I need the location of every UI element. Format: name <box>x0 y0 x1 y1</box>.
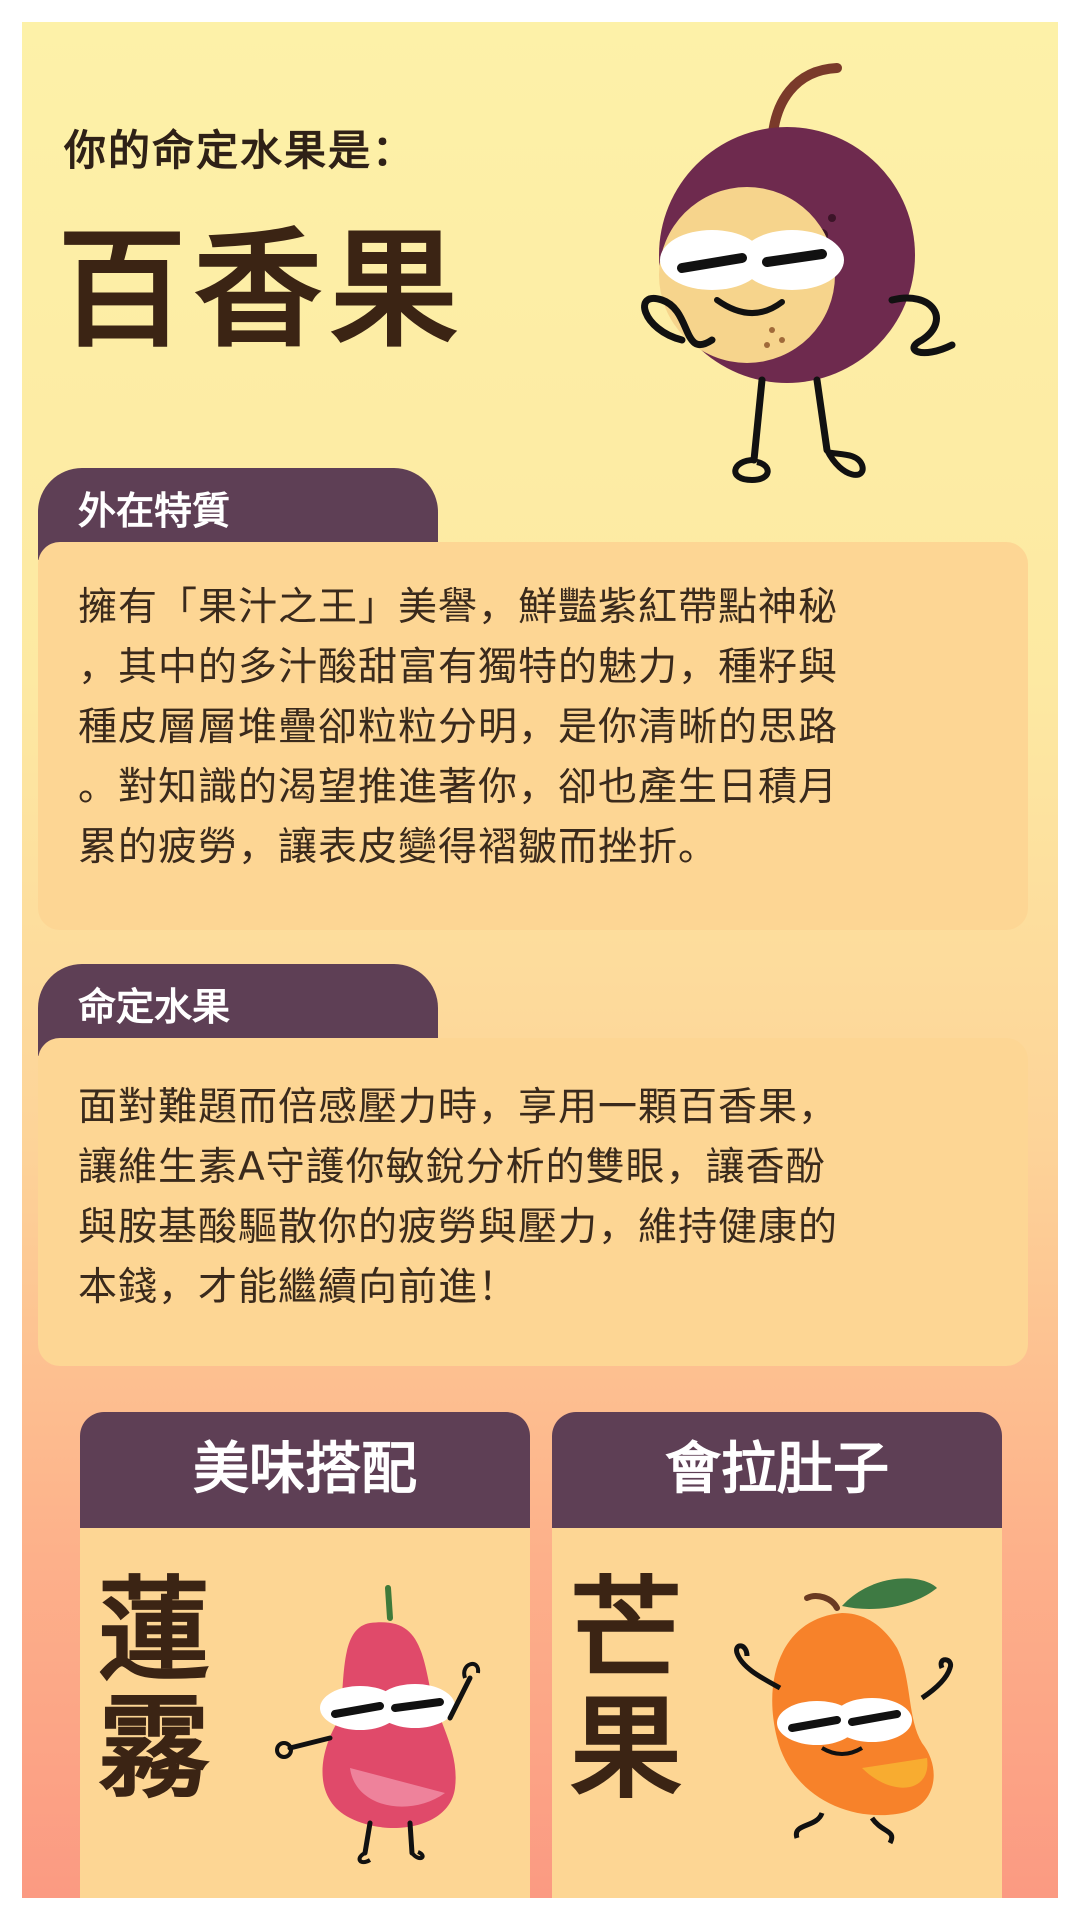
pairing-fruit-char: 蓮 <box>98 1566 210 1696</box>
traits-panel: 擁有「果汁之王」美譽，鮮豔紫紅帶點神秘 ，其中的多汁酸甜富有獨特的魅力，種籽與 … <box>38 542 1028 930</box>
pairing-fruit-name: 蓮 霧 <box>94 1572 214 1808</box>
pairing-box-header: 美味搭配 <box>80 1412 530 1528</box>
destiny-line: 面對難題而倍感壓力時，享用一顆百香果， <box>78 1085 839 1130</box>
intro-text: 你的命定水果是： <box>64 126 417 175</box>
upset-fruit-name: 芒 果 <box>566 1572 686 1808</box>
pairing-fruit-char: 霧 <box>98 1684 210 1814</box>
destiny-section-title: 命定水果 <box>78 985 231 1029</box>
traits-section-title: 外在特質 <box>78 489 231 533</box>
fruit-name-title: 百香果 <box>58 216 467 365</box>
traits-line: 。對知識的渴望推進著你，卻也產生日積月 <box>78 765 839 810</box>
upset-box-header: 會拉肚子 <box>552 1412 1002 1528</box>
destiny-line: 讓維生素A守護你敏銳分析的雙眼，讓香酚 <box>78 1145 826 1190</box>
result-card: 你的命定水果是： 百香果 外在特質 <box>22 22 1058 1898</box>
destiny-panel: 面對難題而倍感壓力時，享用一顆百香果， 讓維生素A守護你敏銳分析的雙眼，讓香酚 … <box>38 1038 1028 1366</box>
upset-box: 芒 果 <box>552 1528 1002 1898</box>
traits-line: ，其中的多汁酸甜富有獨特的魅力，種籽與 <box>78 645 839 690</box>
traits-line: 累的疲勞，讓表皮變得褶皺而挫折。 <box>78 825 719 870</box>
destiny-line: 本錢，才能繼續向前進！ <box>78 1265 519 1310</box>
destiny-line: 與胺基酸驅散你的疲勞與壓力，維持健康的 <box>78 1205 839 1250</box>
mango-icon <box>722 1568 982 1878</box>
traits-line: 種皮層層堆疊卻粒粒分明，是你清晰的思路 <box>78 705 839 750</box>
upset-fruit-char: 芒 <box>570 1566 682 1696</box>
passion-fruit-character-icon <box>622 40 1002 540</box>
pairing-box-title: 美味搭配 <box>193 1437 417 1502</box>
pairing-box: 蓮 霧 <box>80 1528 530 1898</box>
traits-line: 擁有「果汁之王」美譽，鮮豔紫紅帶點神秘 <box>78 585 839 630</box>
upset-box-title: 會拉肚子 <box>665 1437 889 1502</box>
upset-fruit-char: 果 <box>570 1684 682 1814</box>
wax-apple-icon <box>260 1568 510 1878</box>
